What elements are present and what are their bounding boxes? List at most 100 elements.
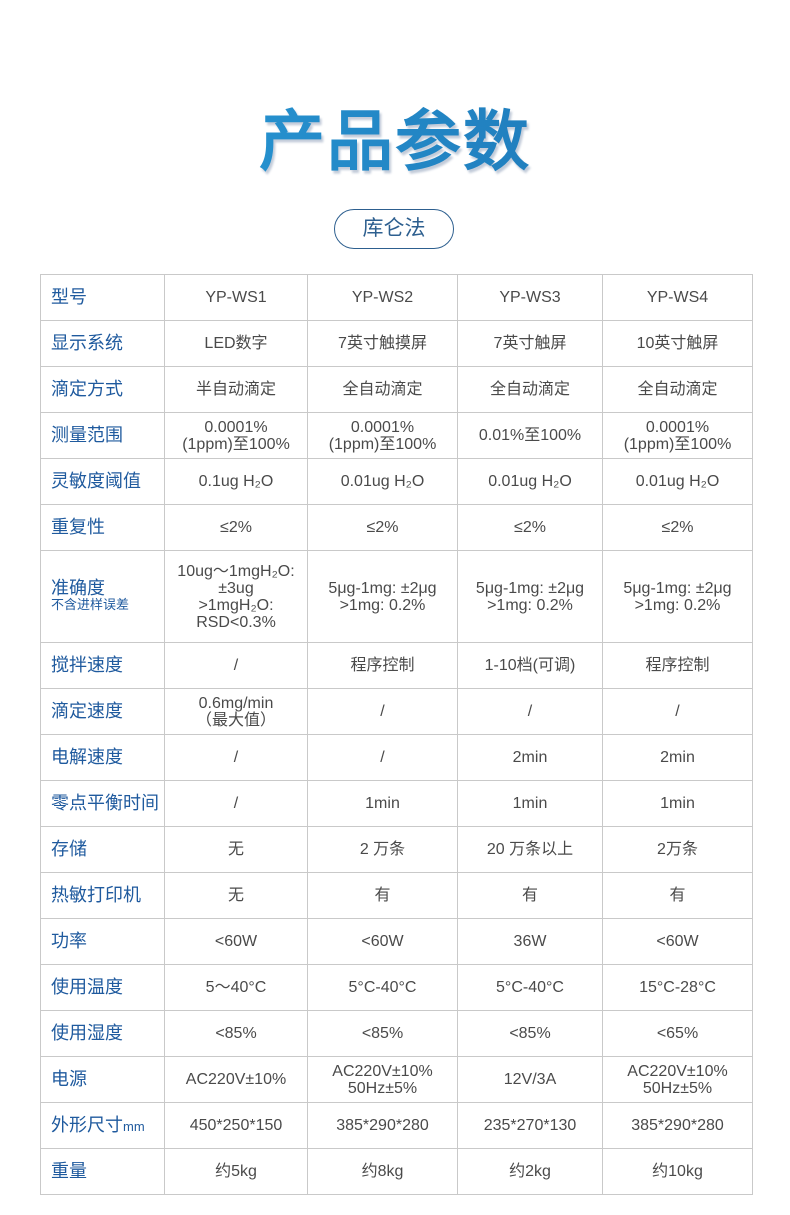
method-tag: 库仑法 <box>334 209 454 249</box>
table-row: 外形尺寸mm 450*250*150 385*290*280 235*270*130 3… <box>40 1102 753 1149</box>
row-label: 搅拌速度 <box>40 642 165 689</box>
table-cell: 1min <box>457 780 603 827</box>
row-label: 电解速度 <box>40 734 165 781</box>
row-label: 滴定速度 <box>40 688 165 735</box>
table-cell: 10英寸触屏 <box>602 320 753 367</box>
table-cell: 0.01%至100% <box>457 412 603 459</box>
row-label: 重复性 <box>40 504 165 551</box>
table-cell: YP-WS3 <box>457 274 603 321</box>
row-label-text: 灵敏度阈值 <box>51 471 141 491</box>
table-cell: 半自动滴定 <box>164 366 308 413</box>
table-cell: 5μg-1mg: ±2μg >1mg: 0.2% <box>457 550 603 643</box>
table-cell: 0.6mg/min （最大值） <box>164 688 308 735</box>
table-cell: 0.0001% (1ppm)至100% <box>307 412 458 459</box>
table-row: 搅拌速度 / 程序控制 1-10档(可调) 程序控制 <box>40 642 753 689</box>
row-label-text: 外形尺寸 <box>51 1114 123 1135</box>
table-cell: 36W <box>457 918 603 965</box>
table-cell: 15°C-28°C <box>602 964 753 1011</box>
row-label: 准确度 不含进样误差 <box>40 550 165 643</box>
row-label-text: 准确度 <box>51 578 105 598</box>
table-cell: 0.01ug H₂O <box>457 458 603 505</box>
row-label-text: 显示系统 <box>51 333 123 353</box>
table-row: 灵敏度阈值 0.1ug H₂O 0.01ug H₂O 0.01ug H₂O 0.01ug… <box>40 458 753 505</box>
table-cell: <65% <box>602 1010 753 1057</box>
row-label-text: 电源 <box>51 1069 87 1089</box>
row-label: 灵敏度阈值 <box>40 458 165 505</box>
table-cell: 2min <box>602 734 753 781</box>
row-label: 功率 <box>40 918 165 965</box>
table-cell: <85% <box>307 1010 458 1057</box>
table-cell: 1min <box>602 780 753 827</box>
table-cell: 有 <box>602 872 753 919</box>
row-label-text: 零点平衡时间 <box>51 793 159 813</box>
table-row: 电源 AC220V±10% AC220V±10% 50Hz±5% 12V/3A AC22… <box>40 1056 753 1103</box>
row-label-text: 型号 <box>51 287 87 307</box>
table-row: 使用湿度 <85% <85% <85% <65% <box>40 1010 753 1057</box>
table-cell: ≤2% <box>164 504 308 551</box>
table-cell: 1min <box>307 780 458 827</box>
table-cell: 5μg-1mg: ±2μg >1mg: 0.2% <box>307 550 458 643</box>
row-label: 重量 <box>40 1148 165 1195</box>
table-cell: 2min <box>457 734 603 781</box>
table-row: 重复性 ≤2% ≤2% ≤2% ≤2% <box>40 504 753 551</box>
table-cell: YP-WS4 <box>602 274 753 321</box>
row-label-text: 存储 <box>51 839 87 859</box>
table-cell: 0.0001% (1ppm)至100% <box>164 412 308 459</box>
table-cell: 约2kg <box>457 1148 603 1195</box>
row-label-text: 功率 <box>51 931 87 951</box>
row-label-text: 重复性 <box>51 517 105 537</box>
table-row: 使用温度 5～40°C 5°C-40°C 5°C-40°C 15°C-28°C <box>40 964 753 1011</box>
table-cell: 7英寸触屏 <box>457 320 603 367</box>
table-row: 热敏打印机无有有有 <box>40 872 753 919</box>
table-row: 滴定速度 0.6mg/min （最大值） / / / <box>40 688 753 735</box>
table-cell: 5μg-1mg: ±2μg >1mg: 0.2% <box>602 550 753 643</box>
table-cell: 12V/3A <box>457 1056 603 1103</box>
table-row: 准确度 不含进样误差 10ug～1mgH₂O: ±3ug >1mgH₂O: RSD<… <box>40 550 753 643</box>
row-label: 显示系统 <box>40 320 165 367</box>
table-cell: / <box>602 688 753 735</box>
table-cell: 7英寸触摸屏 <box>307 320 458 367</box>
row-label: 存储 <box>40 826 165 873</box>
table-cell: 0.0001% (1ppm)至100% <box>602 412 753 459</box>
table-cell: 有 <box>307 872 458 919</box>
table-cell: 450*250*150 <box>164 1102 308 1149</box>
table-row: 型号 YP-WS1 YP-WS2 YP-WS3 YP-WS4 <box>40 274 753 321</box>
row-label: 零点平衡时间 <box>40 780 165 827</box>
table-cell: / <box>307 688 458 735</box>
table-cell: 385*290*280 <box>602 1102 753 1149</box>
table-cell: / <box>307 734 458 781</box>
row-label: 电源 <box>40 1056 165 1103</box>
table-cell: ≤2% <box>602 504 753 551</box>
row-label-text: 热敏打印机 <box>51 885 141 905</box>
table-cell: LED数字 <box>164 320 308 367</box>
table-cell: 约10kg <box>602 1148 753 1195</box>
row-label-text: 测量范围 <box>51 425 123 445</box>
table-cell: 约5kg <box>164 1148 308 1195</box>
table-cell: 0.01ug H₂O <box>307 458 458 505</box>
table-cell: 20 万条以上 <box>457 826 603 873</box>
table-cell: / <box>457 688 603 735</box>
row-label-text: 电解速度 <box>51 747 123 767</box>
row-label: 热敏打印机 <box>40 872 165 919</box>
table-cell: <60W <box>307 918 458 965</box>
table-cell: 5°C-40°C <box>457 964 603 1011</box>
row-label: 使用湿度 <box>40 1010 165 1057</box>
table-cell: AC220V±10% 50Hz±5% <box>307 1056 458 1103</box>
row-label-text: 滴定方式 <box>51 379 123 399</box>
table-cell: AC220V±10% <box>164 1056 308 1103</box>
table-row: 滴定方式 半自动滴定 全自动滴定 全自动滴定 全自动滴定 <box>40 366 753 413</box>
table-cell: <60W <box>602 918 753 965</box>
row-label-text: 使用湿度 <box>51 1023 123 1043</box>
table-cell: YP-WS1 <box>164 274 308 321</box>
table-row: 功率 <60W <60W 36W <60W <box>40 918 753 965</box>
table-cell: <85% <box>164 1010 308 1057</box>
table-row: 重量 约5kg 约8kg 约2kg 约10kg <box>40 1148 753 1195</box>
table-cell: 0.01ug H₂O <box>602 458 753 505</box>
row-label: 型号 <box>40 274 165 321</box>
table-cell: 全自动滴定 <box>307 366 458 413</box>
table-cell: 385*290*280 <box>307 1102 458 1149</box>
table-cell: 无 <box>164 826 308 873</box>
row-label-text: 搅拌速度 <box>51 655 123 675</box>
table-cell: 全自动滴定 <box>602 366 753 413</box>
table-row: 零点平衡时间/1min 1min 1min <box>40 780 753 827</box>
